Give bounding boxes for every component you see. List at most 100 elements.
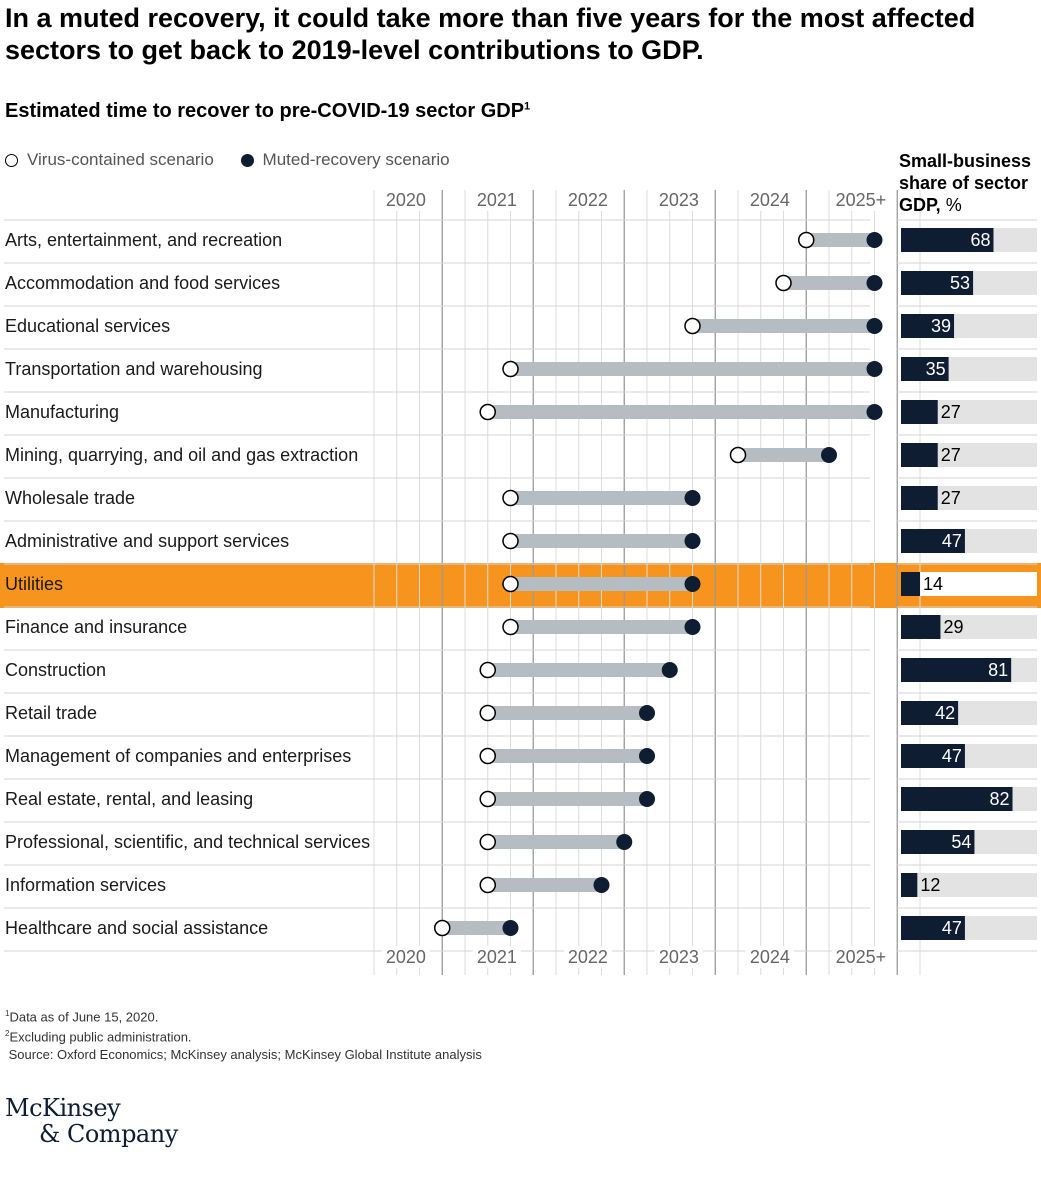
tick-label-backing — [563, 189, 612, 211]
share-bar — [901, 787, 1013, 811]
range-bar — [487, 878, 602, 892]
share-bar — [901, 916, 965, 940]
tick-label-backing — [472, 189, 521, 211]
tick-label-backing — [563, 946, 612, 968]
subtitle-text: Estimated time to recover to pre-COVID-1… — [5, 100, 525, 122]
row-label: Finance and insurance — [5, 617, 187, 637]
row-management-of-companies-and-enterprises: Management of companies and enterprises 4… — [5, 744, 1037, 768]
x-tick-top-2022: 2022 — [568, 190, 608, 210]
virus-contained-point — [479, 833, 496, 851]
range-bar — [487, 663, 670, 677]
row-transportation-and-warehousing: Transportation and warehousing 35 — [5, 357, 1037, 381]
share-bar — [901, 443, 938, 467]
share-value-label: 27 — [941, 488, 961, 508]
x-tick-bottom-2020: 2020 — [386, 947, 426, 967]
row-retail-trade: Retail trade 42 — [5, 701, 1037, 725]
row-label: Construction — [5, 660, 106, 680]
source-note: Source: Oxford Economics; McKinsey analy… — [5, 1046, 482, 1063]
muted-recovery-point — [866, 318, 883, 334]
open-circle-icon — [5, 153, 18, 167]
range-bar — [692, 319, 875, 333]
share-value-label: 68 — [970, 230, 990, 250]
row-label: Retail trade — [5, 703, 97, 723]
row-label: Professional, scientific, and technical … — [5, 832, 370, 852]
logo-line1: McKinsey — [5, 1094, 121, 1122]
share-value-label: 39 — [931, 316, 951, 336]
share-bar — [901, 357, 949, 381]
muted-recovery-point — [616, 834, 633, 850]
row-label: Management of companies and enterprises — [5, 746, 351, 766]
tick-label-backing — [381, 189, 430, 211]
row-wholesale-trade: Wholesale trade 27 — [5, 486, 1037, 510]
tick-label-backing — [381, 946, 430, 968]
virus-contained-point — [502, 532, 519, 550]
range-bar — [487, 706, 647, 720]
row-layer: Arts, entertainment, and recreation 68 Acc… — [5, 228, 1037, 940]
x-tick-bottom-2025: 2025+ — [836, 947, 887, 967]
x-tick-bottom-2022: 2022 — [568, 947, 608, 967]
side-header-line1: Small-business — [899, 151, 1032, 171]
muted-recovery-point — [502, 920, 519, 936]
side-header-line3: GDP, % — [899, 194, 1031, 216]
x-tick-top-2024: 2024 — [750, 190, 790, 210]
legend-label-virus-contained: Virus-contained scenario — [27, 150, 214, 169]
side-header-line2: share of sector — [899, 173, 1029, 193]
x-tick-top-2025: 2025+ — [836, 190, 887, 210]
chart-headline: In a muted recovery, it could take more … — [5, 3, 976, 65]
share-value-label: 27 — [941, 402, 961, 422]
virus-contained-point — [479, 876, 496, 894]
range-bar — [487, 749, 647, 763]
row-mining-quarrying-and-oil-and-gas-extraction: Mining, quarrying, and oil and gas extra… — [5, 443, 1037, 467]
row-label: Educational services — [5, 316, 170, 336]
share-value-label: 53 — [950, 273, 970, 293]
share-value-label: 82 — [989, 789, 1009, 809]
x-tick-top-2020: 2020 — [386, 190, 426, 210]
subtitle-footnote-marker: 1 — [524, 100, 531, 113]
row-healthcare-and-social-assistance: Healthcare and social assistance 47 — [5, 916, 1037, 940]
tick-label-backing — [654, 946, 703, 968]
muted-recovery-point — [866, 404, 883, 420]
x-tick-bottom-2024: 2024 — [750, 947, 790, 967]
row-arts-entertainment-and-recreation: Arts, entertainment, and recreation 68 — [5, 228, 1037, 252]
range-bar — [738, 448, 829, 462]
virus-contained-point — [479, 790, 496, 808]
x-tick-bottom-2023: 2023 — [659, 947, 699, 967]
share-bar — [901, 701, 959, 725]
share-bar — [901, 529, 965, 553]
x-tick-top-2021: 2021 — [477, 190, 517, 210]
share-value-label: 81 — [988, 660, 1008, 680]
range-bar — [442, 921, 511, 935]
row-utilities: Utilities 14 — [5, 572, 1037, 596]
share-bar — [901, 271, 974, 295]
row-label: Real estate, rental, and leasing — [5, 789, 253, 809]
virus-contained-point — [479, 661, 496, 679]
virus-contained-point — [434, 919, 451, 937]
small-business-share-header: Small-business share of sector GDP, % — [899, 150, 1031, 216]
row-real-estate-rental-and-leasing: Real estate, rental, and leasing 82 — [5, 787, 1037, 811]
share-bar — [901, 658, 1012, 682]
muted-recovery-point — [821, 447, 837, 463]
row-information-services: Information services 12 — [5, 873, 1037, 897]
tick-layer: 2020 2020 2021 2021 2022 2022 2023 2023 2024 2024… — [381, 189, 890, 968]
source-text: Source: Oxford Economics; McKinsey analy… — [8, 1046, 482, 1062]
share-value-label: 35 — [926, 359, 946, 379]
chart-subtitle: Estimated time to recover to pre-COVID-1… — [5, 100, 530, 123]
share-value-label: 29 — [943, 617, 963, 637]
range-bar — [487, 835, 625, 849]
share-value-label: 27 — [941, 445, 961, 465]
row-professional-scientific-and-technical-services: Professional, scientific, and technical … — [5, 830, 1037, 854]
footnotes: 1Data as of June 15, 2020. 2Excluding pu… — [5, 1005, 482, 1063]
mckinsey-logo: McKinsey & Company — [5, 1095, 178, 1147]
row-label: Mining, quarrying, and oil and gas extra… — [5, 445, 358, 465]
muted-recovery-point — [639, 705, 655, 721]
share-bar — [901, 228, 994, 252]
row-label: Information services — [5, 875, 166, 895]
share-value-label: 47 — [942, 531, 962, 551]
muted-recovery-point — [639, 748, 655, 764]
muted-recovery-point — [866, 232, 883, 248]
share-bar — [901, 744, 965, 768]
row-accommodation-and-food-services: Accommodation and food services 53 — [5, 271, 1037, 295]
muted-recovery-point — [661, 662, 678, 678]
filled-circle-icon — [240, 153, 254, 167]
tick-label-backing — [654, 189, 703, 211]
